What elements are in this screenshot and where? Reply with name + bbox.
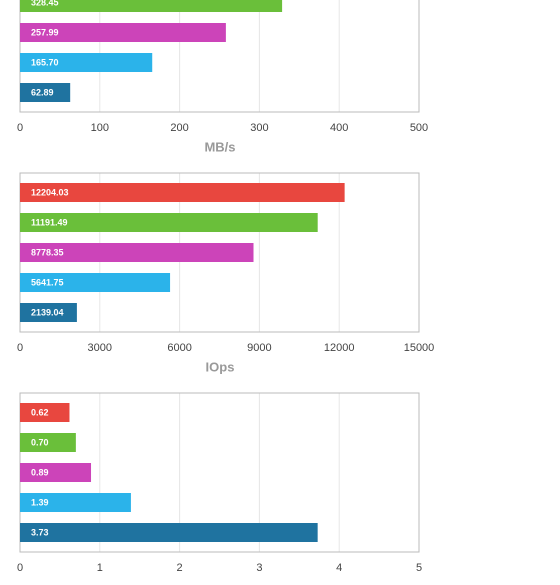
x-tick-label: 1 [97, 562, 103, 574]
bar [20, 23, 226, 42]
x-tick-label: 12000 [324, 342, 355, 354]
x-tick-label: 15000 [404, 342, 435, 354]
value-label: 257.99 [31, 27, 59, 37]
x-tick-label: 0 [17, 562, 23, 574]
x-tick-label: 2 [177, 562, 183, 574]
value-label: 3.73 [31, 527, 49, 537]
x-tick-label: 0 [17, 342, 23, 354]
bar [20, 243, 254, 262]
x-tick-label: 3 [256, 562, 262, 574]
x-tick-label: 300 [250, 122, 268, 134]
x-tick-label: 500 [410, 122, 428, 134]
bar [20, 523, 318, 542]
value-label: 0.62 [31, 407, 49, 417]
value-label: 12204.03 [31, 187, 69, 197]
value-label: 11191.49 [31, 217, 68, 227]
x-tick-label: 0 [17, 122, 23, 134]
value-label: 2139.04 [31, 307, 64, 317]
value-label: 8778.35 [31, 247, 64, 257]
x-tick-label: 100 [91, 122, 109, 134]
bar [20, 0, 283, 12]
x-tick-label: 200 [170, 122, 188, 134]
bar [20, 303, 77, 322]
bar [20, 183, 345, 202]
x-axis-label: MB/s [204, 139, 235, 154]
bar [20, 83, 71, 102]
x-tick-label: 5 [416, 562, 422, 574]
bar [20, 213, 318, 232]
bar [20, 53, 153, 72]
x-tick-label: 400 [330, 122, 348, 134]
bar [20, 433, 76, 452]
bar [20, 493, 131, 512]
value-label: 5641.75 [31, 277, 64, 287]
value-label: 165.70 [31, 57, 59, 67]
x-tick-label: 4 [336, 562, 342, 574]
x-tick-label: 9000 [247, 342, 271, 354]
bar [20, 403, 70, 422]
value-label: 328.45 [31, 0, 59, 7]
bar [20, 463, 92, 482]
bar [20, 273, 171, 292]
value-label: 1.39 [31, 497, 49, 507]
x-tick-label: 6000 [167, 342, 191, 354]
value-label: 0.89 [31, 467, 49, 477]
x-axis-label: IOps [206, 359, 235, 374]
value-label: 0.70 [31, 437, 49, 447]
x-tick-label: 3000 [88, 342, 112, 354]
value-label: 62.89 [31, 87, 54, 97]
